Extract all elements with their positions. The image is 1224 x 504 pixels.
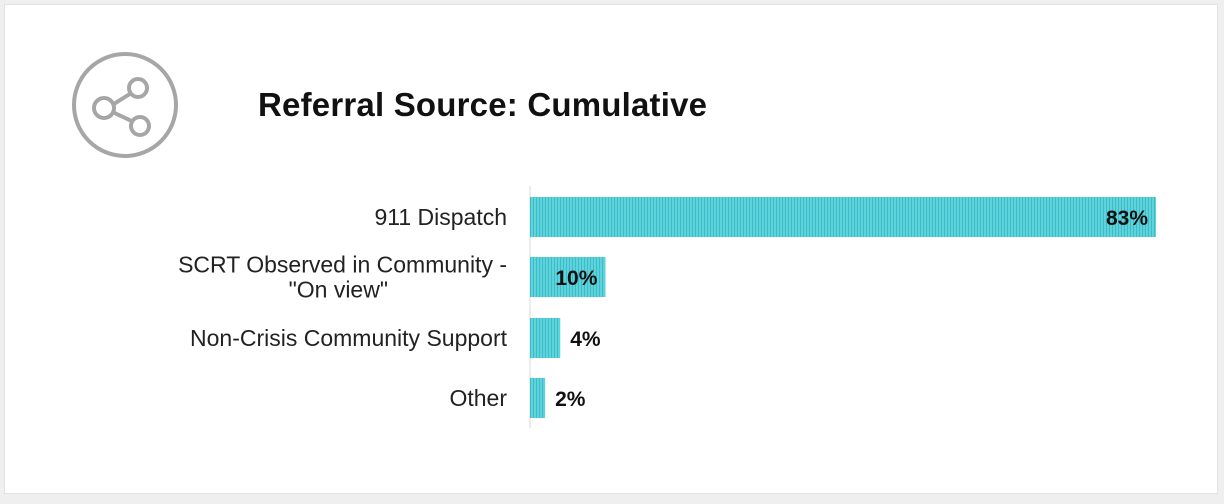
value-label: 10% <box>555 267 597 290</box>
bar-0 <box>530 197 1156 237</box>
category-label: SCRT Observed in Community -"On view" <box>178 252 507 303</box>
bar-1 <box>530 257 606 297</box>
chart-title: Referral Source: Cumulative <box>258 86 708 123</box>
category-label: Other <box>449 385 507 411</box>
value-label: 83% <box>1106 207 1148 230</box>
chart-card <box>4 4 1218 494</box>
value-label: 4% <box>570 328 601 351</box>
bar-3 <box>530 378 546 418</box>
share-icon <box>72 52 178 158</box>
category-label: 911 Dispatch <box>374 204 507 230</box>
category-label: Non-Crisis Community Support <box>190 325 508 351</box>
value-label: 2% <box>555 388 586 411</box>
bar-2 <box>530 318 561 358</box>
